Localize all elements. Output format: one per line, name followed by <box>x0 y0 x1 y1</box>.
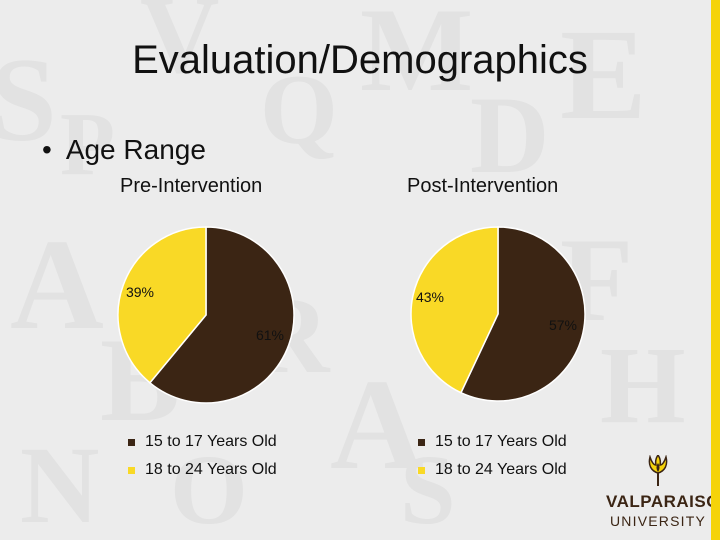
legend-item-18-24: 18 to 24 Years Old <box>418 456 567 484</box>
valparaiso-logo: VALPARAISO UNIVERSITY <box>606 453 720 529</box>
pie-slice-15-17 <box>148 226 295 404</box>
legend-swatch-yellow <box>418 466 425 474</box>
post-intervention-pie: 57% 43% <box>410 226 586 402</box>
logo-line-2: UNIVERSITY <box>609 513 706 529</box>
bullet-dot: • <box>42 134 52 165</box>
legend-label: 15 to 17 Years Old <box>145 433 277 450</box>
legend-label: 18 to 24 Years Old <box>435 461 567 478</box>
legend-item-15-17: 15 to 17 Years Old <box>418 428 567 456</box>
pie-data-label: 43% <box>416 289 444 305</box>
legend-label: 18 to 24 Years Old <box>145 461 277 478</box>
logo-line-1: VALPARAISO <box>606 492 720 511</box>
pie-slice-15-17 <box>459 226 586 402</box>
pie-data-label: 61% <box>256 327 284 343</box>
legend-item-15-17: 15 to 17 Years Old <box>128 428 277 456</box>
pie-slice-18-24 <box>117 226 207 384</box>
accent-bar <box>711 0 720 540</box>
pie-data-label: 39% <box>126 284 154 300</box>
pre-intervention-title: Pre-Intervention <box>120 175 263 197</box>
pre-intervention-pie: 61% 39% <box>117 226 295 404</box>
pie-slice-18-24 <box>410 226 499 394</box>
torch-flame-icon <box>648 453 668 486</box>
legend-label: 15 to 17 Years Old <box>435 433 567 450</box>
legend-swatch-yellow <box>128 466 135 474</box>
slide-title: Evaluation/Demographics <box>132 38 588 82</box>
legend-item-18-24: 18 to 24 Years Old <box>128 456 277 484</box>
pre-intervention-legend: 15 to 17 Years Old 18 to 24 Years Old <box>128 428 277 484</box>
bullet-text: Age Range <box>65 134 206 165</box>
bullet-age-range: • Age Range <box>42 134 206 166</box>
post-intervention-legend: 15 to 17 Years Old 18 to 24 Years Old <box>418 428 567 484</box>
legend-swatch-dark <box>418 438 425 446</box>
legend-swatch-dark <box>128 438 135 446</box>
post-intervention-title: Post-Intervention <box>407 175 559 197</box>
pie-data-label: 57% <box>549 317 577 333</box>
